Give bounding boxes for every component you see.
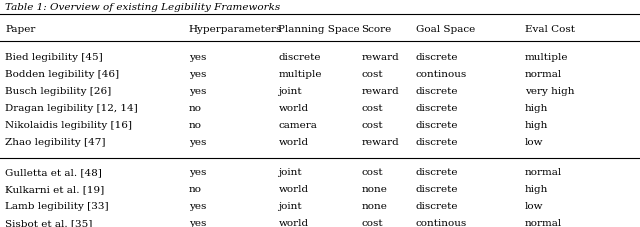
Text: joint: joint bbox=[278, 87, 302, 96]
Text: multiple: multiple bbox=[278, 70, 322, 79]
Text: cost: cost bbox=[362, 219, 383, 227]
Text: high: high bbox=[525, 121, 548, 130]
Text: continous: continous bbox=[416, 219, 467, 227]
Text: Kulkarni et al. [19]: Kulkarni et al. [19] bbox=[5, 185, 104, 194]
Text: continous: continous bbox=[416, 70, 467, 79]
Text: very high: very high bbox=[525, 87, 574, 96]
Text: high: high bbox=[525, 185, 548, 194]
Text: normal: normal bbox=[525, 70, 562, 79]
Text: yes: yes bbox=[189, 138, 206, 147]
Text: Busch legibility [26]: Busch legibility [26] bbox=[5, 87, 111, 96]
Text: discrete: discrete bbox=[416, 53, 458, 62]
Text: world: world bbox=[278, 138, 308, 147]
Text: Score: Score bbox=[362, 25, 392, 34]
Text: world: world bbox=[278, 185, 308, 194]
Text: discrete: discrete bbox=[416, 138, 458, 147]
Text: no: no bbox=[189, 185, 202, 194]
Text: Table 1: Overview of existing Legibility Frameworks: Table 1: Overview of existing Legibility… bbox=[5, 3, 280, 12]
Text: Zhao legibility [47]: Zhao legibility [47] bbox=[5, 138, 106, 147]
Text: Planning Space: Planning Space bbox=[278, 25, 360, 34]
Text: yes: yes bbox=[189, 70, 206, 79]
Text: Hyperparameters: Hyperparameters bbox=[189, 25, 282, 34]
Text: Nikolaidis legibility [16]: Nikolaidis legibility [16] bbox=[5, 121, 132, 130]
Text: world: world bbox=[278, 219, 308, 227]
Text: reward: reward bbox=[362, 138, 399, 147]
Text: yes: yes bbox=[189, 53, 206, 62]
Text: cost: cost bbox=[362, 121, 383, 130]
Text: normal: normal bbox=[525, 219, 562, 227]
Text: joint: joint bbox=[278, 168, 302, 177]
Text: yes: yes bbox=[189, 87, 206, 96]
Text: low: low bbox=[525, 202, 543, 211]
Text: discrete: discrete bbox=[278, 53, 321, 62]
Text: cost: cost bbox=[362, 70, 383, 79]
Text: cost: cost bbox=[362, 168, 383, 177]
Text: discrete: discrete bbox=[416, 185, 458, 194]
Text: Eval Cost: Eval Cost bbox=[525, 25, 575, 34]
Text: camera: camera bbox=[278, 121, 317, 130]
Text: high: high bbox=[525, 104, 548, 113]
Text: discrete: discrete bbox=[416, 121, 458, 130]
Text: cost: cost bbox=[362, 104, 383, 113]
Text: Paper: Paper bbox=[5, 25, 35, 34]
Text: discrete: discrete bbox=[416, 202, 458, 211]
Text: discrete: discrete bbox=[416, 87, 458, 96]
Text: no: no bbox=[189, 121, 202, 130]
Text: Dragan legibility [12, 14]: Dragan legibility [12, 14] bbox=[5, 104, 138, 113]
Text: Goal Space: Goal Space bbox=[416, 25, 476, 34]
Text: multiple: multiple bbox=[525, 53, 568, 62]
Text: Lamb legibility [33]: Lamb legibility [33] bbox=[5, 202, 109, 211]
Text: Gulletta et al. [48]: Gulletta et al. [48] bbox=[5, 168, 102, 177]
Text: normal: normal bbox=[525, 168, 562, 177]
Text: yes: yes bbox=[189, 219, 206, 227]
Text: Sisbot et al. [35]: Sisbot et al. [35] bbox=[5, 219, 93, 227]
Text: low: low bbox=[525, 138, 543, 147]
Text: reward: reward bbox=[362, 53, 399, 62]
Text: reward: reward bbox=[362, 87, 399, 96]
Text: world: world bbox=[278, 104, 308, 113]
Text: yes: yes bbox=[189, 168, 206, 177]
Text: no: no bbox=[189, 104, 202, 113]
Text: yes: yes bbox=[189, 202, 206, 211]
Text: Bied legibility [45]: Bied legibility [45] bbox=[5, 53, 103, 62]
Text: joint: joint bbox=[278, 202, 302, 211]
Text: discrete: discrete bbox=[416, 168, 458, 177]
Text: discrete: discrete bbox=[416, 104, 458, 113]
Text: none: none bbox=[362, 185, 387, 194]
Text: none: none bbox=[362, 202, 387, 211]
Text: Bodden legibility [46]: Bodden legibility [46] bbox=[5, 70, 119, 79]
